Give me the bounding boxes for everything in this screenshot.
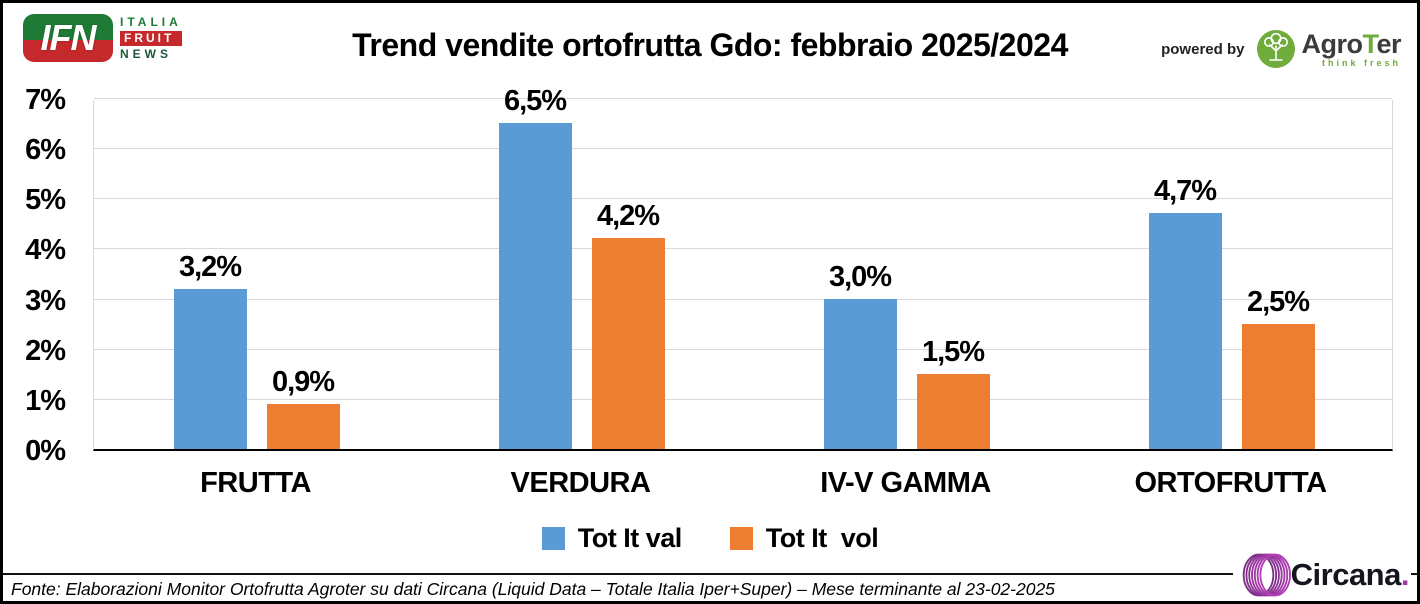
- bar-tot-it-val: 4,7%: [1148, 175, 1222, 449]
- bar-tot-it-val: 3,2%: [173, 251, 247, 449]
- x-category-label: IV-V GAMMA: [820, 467, 991, 499]
- gridline: [94, 398, 1392, 400]
- legend-swatch-icon: [541, 527, 565, 550]
- plot-area: 3,2% 0,9% 6,5% 4,2% 3,0% 1,5% 4,7% 2,5%: [93, 85, 1394, 451]
- legend: Tot It val Tot It vol: [3, 523, 1417, 554]
- agroter-wordmark: AgroTer think fresh: [1301, 28, 1401, 68]
- source-caption: Fonte: Elaborazioni Monitor Ortofrutta A…: [3, 573, 1417, 601]
- y-tick-label: 6%: [25, 134, 66, 167]
- bar-tot-it-val: 3,0%: [823, 261, 897, 449]
- bar-value-label: 0,9%: [271, 365, 335, 398]
- y-tick-label: 5%: [25, 184, 66, 217]
- bar-value-label: 4,2%: [596, 200, 660, 233]
- bar-group-iv-v-gamma: 3,0% 1,5%: [744, 100, 1069, 449]
- y-tick-label: 4%: [25, 234, 66, 267]
- ifn-line-news: NEWS: [120, 46, 172, 61]
- gridline: [94, 98, 1392, 99]
- y-tick-label: 0%: [25, 435, 66, 467]
- chart-title: Trend vendite ortofrutta Gdo: febbraio 2…: [352, 27, 1068, 63]
- circana-logo: Circana.: [1232, 547, 1411, 601]
- circana-wordmark: Circana: [1290, 557, 1402, 592]
- x-category-label: FRUTTA: [200, 467, 311, 499]
- bar-value-label: 3,0%: [828, 260, 892, 293]
- ifn-line-italia: ITALIA: [120, 14, 182, 29]
- bar-value-label: 1,5%: [921, 335, 985, 368]
- bar-value-label: 4,7%: [1153, 175, 1217, 208]
- agroter-t: T: [1362, 28, 1377, 59]
- gridline: [94, 198, 1392, 200]
- agroter-logo: AgroTer think fresh: [1256, 29, 1401, 69]
- bar-value-label: 2,5%: [1246, 285, 1310, 318]
- bar-value-label: 3,2%: [178, 250, 242, 283]
- gridline: [94, 348, 1392, 350]
- legend-label: Tot It val: [577, 523, 683, 553]
- bar-group-verdura: 6,5% 4,2%: [419, 85, 744, 449]
- bar-tot-it-vol: 4,2%: [591, 200, 665, 449]
- bar-value-label: 6,5%: [503, 85, 567, 118]
- agroter-er: er: [1376, 28, 1401, 59]
- bar-tot-it-val: 6,5%: [498, 85, 572, 449]
- ifn-badge-icon: IFN: [23, 14, 113, 62]
- bar-group-ortofrutta: 4,7% 2,5%: [1069, 100, 1394, 449]
- agroter-tagline: think fresh: [1321, 57, 1401, 68]
- legend-label: Tot It vol: [765, 523, 879, 553]
- bar-group-frutta: 3,2% 0,9%: [94, 100, 419, 449]
- y-tick-label: 7%: [25, 84, 66, 116]
- y-tick-label: 1%: [25, 384, 66, 417]
- bar-tot-it-vol: 0,9%: [266, 366, 340, 449]
- agroter-agro: Agro: [1301, 28, 1363, 59]
- y-tick-label: 2%: [25, 334, 66, 367]
- powered-by-agroter: powered by AgroTer think fresh: [1161, 29, 1401, 69]
- bar-tot-it-vol: 2,5%: [1241, 286, 1315, 449]
- x-category-label: ORTOFRUTTA: [1134, 467, 1327, 499]
- legend-item-tot-it-vol: Tot It vol: [729, 523, 879, 554]
- legend-swatch-icon: [729, 527, 753, 550]
- gridline: [94, 148, 1392, 150]
- powered-by-label: powered by: [1161, 40, 1245, 58]
- y-tick-label: 3%: [25, 284, 66, 317]
- ifn-logo: IFN ITALIA FRUIT NEWS: [23, 14, 182, 62]
- legend-item-tot-it-val: Tot It val: [541, 523, 683, 554]
- ifn-line-fruit: FRUIT: [120, 30, 182, 46]
- y-axis: 7% 6% 5% 4% 3% 2% 1% 0%: [3, 84, 75, 467]
- x-category-label: VERDURA: [510, 467, 651, 499]
- agroter-tree-icon: [1257, 30, 1296, 68]
- ifn-wordmark: ITALIA FRUIT NEWS: [120, 14, 182, 61]
- gridline: [94, 248, 1392, 250]
- circana-dot: .: [1400, 557, 1410, 592]
- x-axis: FRUTTA VERDURA IV-V GAMMA ORTOFRUTTA: [93, 467, 1393, 503]
- circana-spiral-icon: [1242, 553, 1291, 597]
- bar-tot-it-vol: 1,5%: [916, 336, 990, 449]
- gridline: [94, 298, 1392, 300]
